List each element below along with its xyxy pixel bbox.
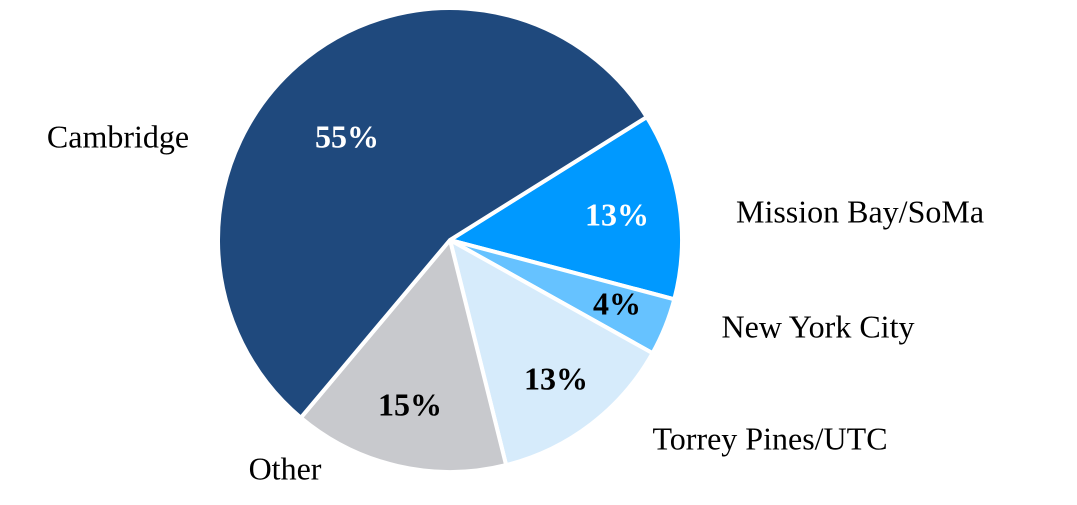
value-label: 13% — [585, 196, 649, 232]
category-label: Other — [249, 450, 322, 486]
value-label: 55% — [315, 118, 379, 154]
category-label: Torrey Pines/UTC — [652, 420, 887, 456]
pie-slice — [298, 235, 509, 474]
value-label: 4% — [593, 285, 641, 321]
category-label: Mission Bay/SoMa — [736, 193, 984, 229]
value-label: 13% — [524, 360, 588, 396]
pie-slice — [216, 6, 650, 421]
value-label: 15% — [378, 386, 442, 422]
category-label: Cambridge — [47, 118, 189, 154]
pie-slice — [446, 235, 656, 468]
category-label: New York City — [722, 308, 915, 344]
